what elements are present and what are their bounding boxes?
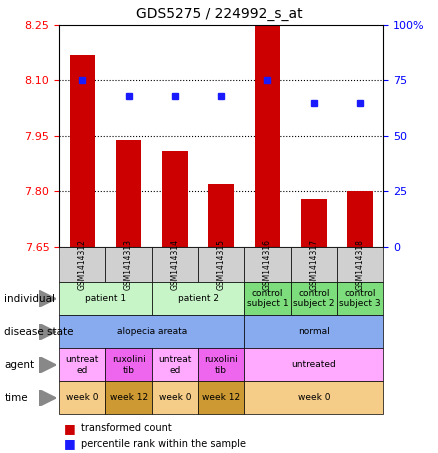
Text: week 12: week 12 xyxy=(110,394,148,402)
Text: normal: normal xyxy=(298,328,330,336)
Text: GSM1414317: GSM1414317 xyxy=(309,239,318,290)
Text: individual: individual xyxy=(4,294,55,304)
Polygon shape xyxy=(39,290,56,307)
Text: ruxolini
tib: ruxolini tib xyxy=(112,355,145,375)
Text: control
subject 3: control subject 3 xyxy=(339,289,381,308)
Text: GSM1414315: GSM1414315 xyxy=(217,239,226,290)
Bar xyxy=(255,25,280,247)
Bar xyxy=(162,151,187,247)
Text: control
subject 2: control subject 2 xyxy=(293,289,335,308)
Bar xyxy=(70,54,95,247)
Polygon shape xyxy=(39,357,56,373)
Bar xyxy=(301,199,326,247)
Bar xyxy=(347,192,373,247)
Bar xyxy=(116,140,141,247)
Text: week 0: week 0 xyxy=(297,394,330,402)
Text: GSM1414316: GSM1414316 xyxy=(263,239,272,290)
Text: control
subject 1: control subject 1 xyxy=(247,289,288,308)
Text: untreated: untreated xyxy=(291,361,336,369)
Text: patient 1: patient 1 xyxy=(85,294,126,303)
Text: week 0: week 0 xyxy=(159,394,191,402)
Text: ■: ■ xyxy=(64,422,75,434)
Text: disease state: disease state xyxy=(4,327,74,337)
Text: GSM1414314: GSM1414314 xyxy=(170,239,180,290)
Text: GSM1414313: GSM1414313 xyxy=(124,239,133,290)
Text: untreat
ed: untreat ed xyxy=(66,355,99,375)
Text: time: time xyxy=(4,393,28,403)
Polygon shape xyxy=(39,323,56,340)
Text: untreat
ed: untreat ed xyxy=(158,355,191,375)
Polygon shape xyxy=(39,390,56,406)
Text: agent: agent xyxy=(4,360,35,370)
Text: ■: ■ xyxy=(64,438,75,450)
Text: alopecia areata: alopecia areata xyxy=(117,328,187,336)
Text: GDS5275 / 224992_s_at: GDS5275 / 224992_s_at xyxy=(136,7,302,21)
Text: transformed count: transformed count xyxy=(81,423,172,433)
Text: GSM1414312: GSM1414312 xyxy=(78,239,87,290)
Text: ruxolini
tib: ruxolini tib xyxy=(204,355,238,375)
Text: GSM1414318: GSM1414318 xyxy=(356,239,364,290)
Bar xyxy=(208,184,234,247)
Text: week 0: week 0 xyxy=(66,394,99,402)
Text: week 12: week 12 xyxy=(202,394,240,402)
Text: patient 2: patient 2 xyxy=(177,294,219,303)
Text: percentile rank within the sample: percentile rank within the sample xyxy=(81,439,246,449)
